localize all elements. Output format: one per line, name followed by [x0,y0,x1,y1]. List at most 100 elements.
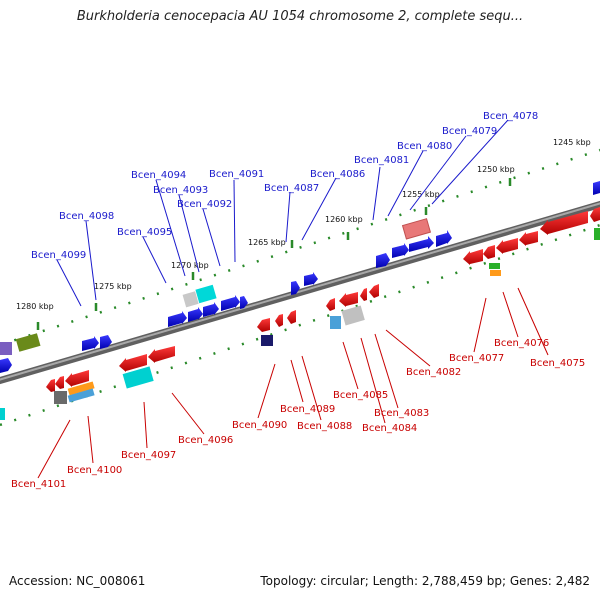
gene-arrow [221,295,240,311]
gene-label: Bcen_4080 [397,141,452,152]
gene-label: Bcen_4099 [31,250,86,261]
gene-box [0,342,12,355]
gene-arrow [82,336,99,351]
gene-arrow [65,370,89,387]
gene-box [195,284,217,304]
gene-arrow [463,249,483,265]
gene-arrow [496,238,518,254]
gene-label: Bcen_4095 [117,227,172,238]
gene-box [261,335,273,346]
gene-label: Bcen_4086 [310,169,365,180]
gene-arrow [339,292,358,307]
gene-arrow [46,379,55,392]
map-title: Burkholderia cenocepacia AU 1054 chromos… [76,9,524,24]
gene-arrow [148,346,175,363]
gene-label: Bcen_4077 [449,353,504,364]
gene-arrow [540,211,588,235]
gene-label: Bcen_4078 [483,111,538,122]
gene-label: Bcen_4088 [297,421,352,432]
gene-label: Bcen_4084 [362,423,417,434]
gene-label: Bcen_4093 [153,185,208,196]
gene-arrow [436,230,452,247]
gene-box [489,263,500,269]
special-genes-lower [0,263,501,420]
gene-box [54,391,67,404]
gene-label: Bcen_4090 [232,420,287,431]
gene-label: Bcen_4076 [494,338,549,349]
gene-arrow [240,296,248,309]
gene-arrow [369,284,379,298]
gene-label: Bcen_4083 [374,408,429,419]
gene-arrow [287,310,296,324]
tick-label: 1280 kbp [16,302,54,311]
gene-arrow [326,298,335,311]
gene-box [122,366,154,389]
gene-box [330,316,341,329]
gene-arrow [257,318,270,332]
gene-box [182,291,199,308]
gene-box [490,270,501,276]
gene-arrow [519,231,538,246]
gene-labels-top: Bcen_4078 Bcen_4079 Bcen_4080 Bcen_4081 … [31,111,538,261]
gene-arrow [483,245,495,259]
label-lines-blue [56,119,509,307]
kbp-labels: 1245 kbp 1250 kbp 1255 kbp 1260 kbp 1265… [16,138,591,311]
gene-arrow [275,314,283,327]
gene-arrow [304,272,318,286]
gene-arrow [55,376,64,389]
chromosome-backbone [0,200,600,385]
gene-arrow [168,311,187,327]
gene-arrow [188,307,203,322]
gene-arrow [360,288,367,301]
gene-label: Bcen_4096 [178,435,233,446]
gene-arrow [376,253,390,268]
gene-arrow [291,281,300,295]
gene-label: Bcen_4091 [209,169,264,180]
gene-label: Bcen_4100 [67,465,122,476]
gene-arrow [409,236,434,252]
label-lines-red [37,287,549,479]
tick-label: 1245 kbp [553,138,591,147]
gene-label: Bcen_4075 [530,358,585,369]
gene-label: Bcen_4081 [354,155,409,166]
gene-arrow [590,207,600,222]
gene-arrow [119,354,147,372]
forward-genes [0,181,600,373]
gene-label: Bcen_4089 [280,404,335,415]
tick-label: 1255 kbp [402,190,440,199]
tick-label: 1270 kbp [171,261,209,270]
gene-arrow [0,358,12,373]
tick-label: 1275 kbp [94,282,132,291]
gene-box [341,305,365,326]
tick-track-upper [0,148,600,347]
gene-label: Bcen_4082 [406,367,461,378]
gene-label: Bcen_4087 [264,183,319,194]
gene-box [401,218,432,240]
gene-label: Bcen_4101 [11,479,66,490]
tick-label: 1260 kbp [325,215,363,224]
reverse-genes [46,207,600,392]
gene-label: Bcen_4097 [121,450,176,461]
gene-arrow [593,181,600,195]
special-genes-upper [0,218,600,355]
tick-label: 1250 kbp [477,165,515,174]
gene-box [594,228,600,240]
gene-box [0,408,5,420]
gene-label: Bcen_4094 [131,170,186,181]
gene-arrow [392,243,409,258]
sequence-stats-text: Topology: circular; Length: 2,788,459 bp… [260,574,590,588]
gene-label: Bcen_4085 [333,390,388,401]
gene-label: Bcen_4092 [177,199,232,210]
accession-text: Accession: NC_008061 [9,574,146,588]
major-ticks [36,178,512,330]
gene-labels-bottom: Bcen_4075 Bcen_4076 Bcen_4077 Bcen_4082 … [11,338,585,490]
gene-box [15,333,41,352]
gene-label: Bcen_4079 [442,126,497,137]
gene-box [67,381,95,396]
gene-box [67,388,95,403]
gene-arrow [100,335,112,349]
gene-label: Bcen_4098 [59,211,114,222]
tick-label: 1265 kbp [248,238,286,247]
tick-track-lower [0,223,600,427]
